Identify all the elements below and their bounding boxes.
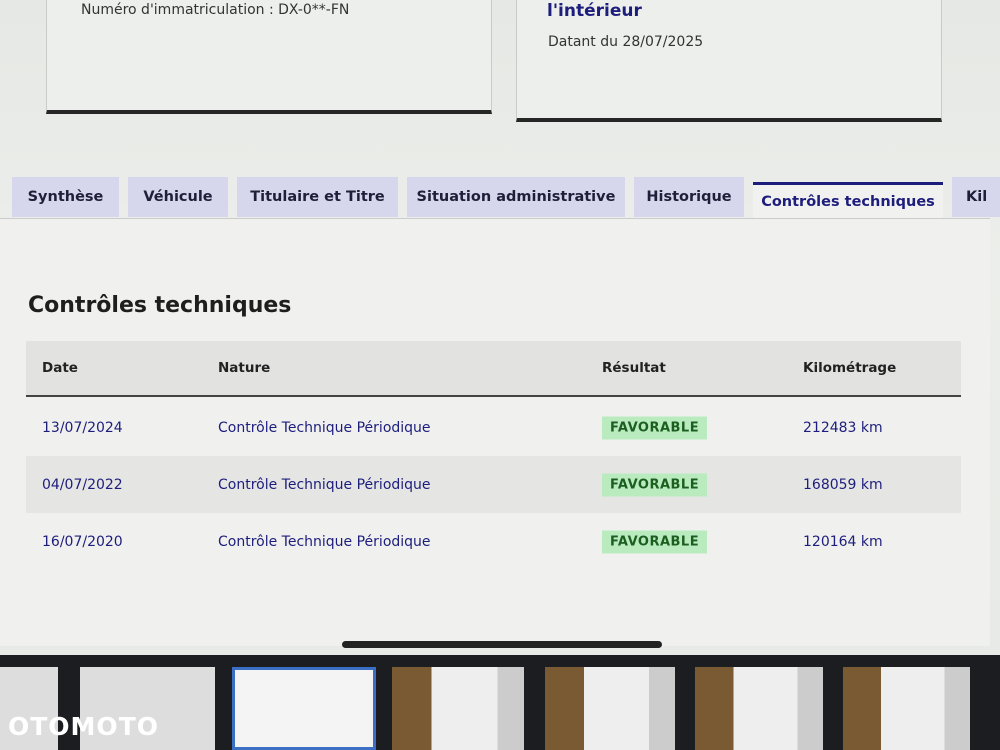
result-badge: FAVORABLE — [602, 416, 708, 439]
tab-controles-techniques[interactable]: Contrôles techniques — [753, 182, 943, 219]
table-row: 13/07/2024 Contrôle Technique Périodique… — [26, 399, 961, 456]
row-nature: Contrôle Technique Périodique — [218, 533, 431, 550]
section-title: Contrôles techniques — [28, 293, 292, 318]
table-row: 04/07/2022 Contrôle Technique Périodique… — [26, 456, 961, 513]
thumbnail[interactable] — [843, 667, 970, 750]
row-km: 120164 km — [803, 533, 883, 550]
thumbnail[interactable] — [545, 667, 675, 750]
otomoto-watermark: OTOMOTO — [8, 712, 159, 741]
info-card-date: Datant du 28/07/2025 — [548, 34, 704, 50]
row-nature: Contrôle Technique Périodique — [218, 476, 431, 493]
row-km: 168059 km — [803, 476, 883, 493]
row-date: 13/07/2024 — [42, 419, 123, 436]
tab-vehicule[interactable]: Véhicule — [128, 177, 228, 217]
screen: Numéro d'immatriculation : DX-0**-FN l'i… — [0, 0, 1000, 655]
header-date: Date — [42, 360, 78, 376]
thumbnail[interactable] — [695, 667, 823, 750]
thumbnail[interactable] — [392, 667, 524, 750]
header-result: Résultat — [602, 360, 666, 376]
info-card: l'intérieur Datant du 28/07/2025 — [516, 0, 942, 122]
info-card-title: l'intérieur — [547, 1, 642, 21]
row-km: 212483 km — [803, 419, 883, 436]
row-nature: Contrôle Technique Périodique — [218, 419, 431, 436]
home-indicator[interactable] — [342, 641, 662, 648]
tab-kilometrage[interactable]: Kil — [952, 177, 1000, 217]
row-date: 04/07/2022 — [42, 476, 123, 493]
tab-synthese[interactable]: Synthèse — [12, 177, 119, 217]
result-badge: FAVORABLE — [602, 473, 708, 496]
table-header: Date Nature Résultat Kilométrage — [26, 341, 961, 397]
table-row: 16/07/2020 Contrôle Technique Périodique… — [26, 513, 961, 570]
thumbnail[interactable] — [0, 667, 58, 750]
result-badge: FAVORABLE — [602, 530, 708, 553]
row-date: 16/07/2020 — [42, 533, 123, 550]
thumbnail-strip — [0, 655, 1000, 750]
tab-historique[interactable]: Historique — [634, 177, 744, 217]
thumbnail-selected[interactable] — [232, 667, 376, 750]
tab-bar: Synthèse Véhicule Titulaire et Titre Sit… — [12, 175, 1000, 219]
thumbnail[interactable] — [80, 667, 215, 750]
tab-titulaire[interactable]: Titulaire et Titre — [237, 177, 398, 217]
tab-panel: Contrôles techniques Date Nature Résulta… — [0, 218, 990, 646]
tab-situation-administrative[interactable]: Situation administrative — [407, 177, 625, 217]
header-nature: Nature — [218, 360, 271, 376]
registration-card: Numéro d'immatriculation : DX-0**-FN — [46, 0, 492, 114]
header-km: Kilométrage — [803, 360, 897, 376]
registration-number: Numéro d'immatriculation : DX-0**-FN — [81, 2, 350, 18]
